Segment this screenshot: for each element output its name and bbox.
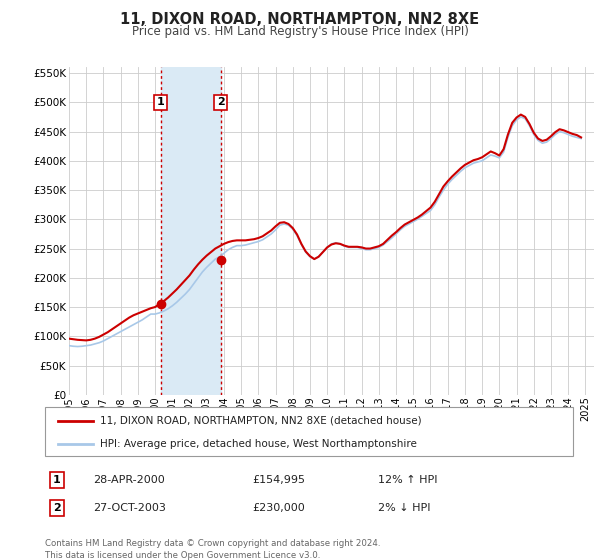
Text: 11, DIXON ROAD, NORTHAMPTON, NN2 8XE (detached house): 11, DIXON ROAD, NORTHAMPTON, NN2 8XE (de… [100, 416, 422, 426]
Text: 27-OCT-2003: 27-OCT-2003 [93, 503, 166, 513]
Text: 28-APR-2000: 28-APR-2000 [93, 475, 165, 485]
Text: 11, DIXON ROAD, NORTHAMPTON, NN2 8XE: 11, DIXON ROAD, NORTHAMPTON, NN2 8XE [121, 12, 479, 27]
Text: 2% ↓ HPI: 2% ↓ HPI [378, 503, 431, 513]
Text: 2: 2 [53, 503, 61, 513]
Text: £230,000: £230,000 [252, 503, 305, 513]
Text: 12% ↑ HPI: 12% ↑ HPI [378, 475, 437, 485]
Text: HPI: Average price, detached house, West Northamptonshire: HPI: Average price, detached house, West… [100, 439, 418, 449]
Text: £154,995: £154,995 [252, 475, 305, 485]
Bar [161, 67, 221, 395]
Text: 1: 1 [53, 475, 61, 485]
Text: Price paid vs. HM Land Registry's House Price Index (HPI): Price paid vs. HM Land Registry's House … [131, 25, 469, 38]
Text: Contains HM Land Registry data © Crown copyright and database right 2024.
This d: Contains HM Land Registry data © Crown c… [45, 539, 380, 559]
Text: 2: 2 [217, 97, 224, 108]
Text: 1: 1 [157, 97, 164, 108]
